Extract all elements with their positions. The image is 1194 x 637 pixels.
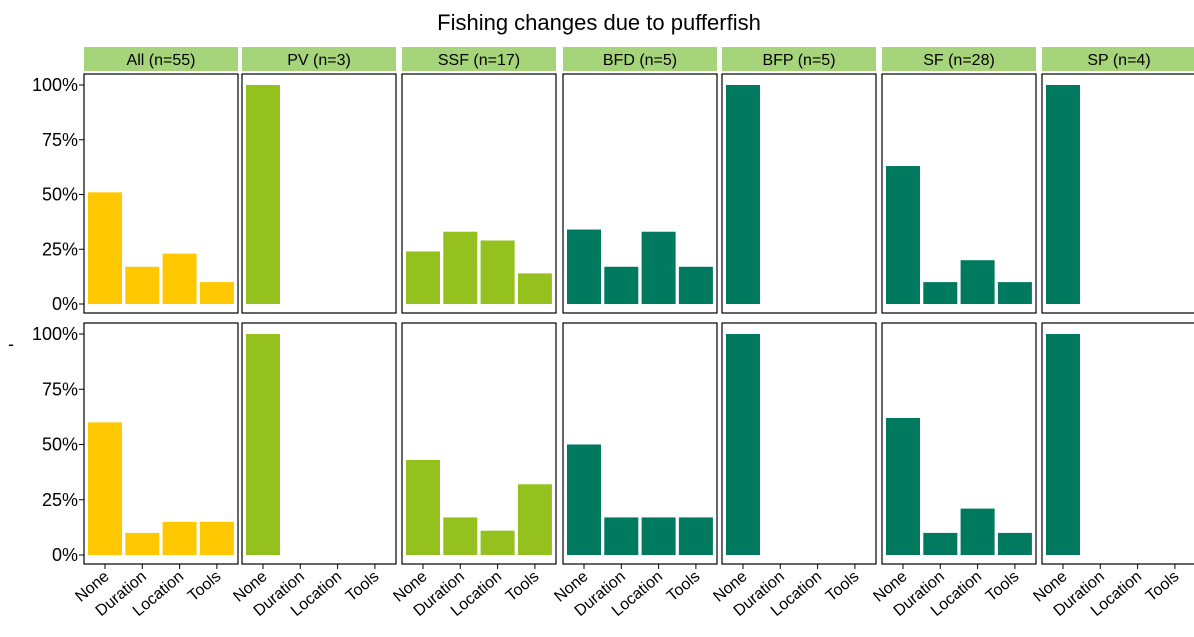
bar (923, 532, 958, 555)
bar (246, 334, 280, 555)
bar (246, 85, 280, 304)
x-tick-label: Tools (983, 568, 1023, 605)
chart-title: Fishing changes due to pufferfish (437, 10, 761, 35)
bar (997, 532, 1032, 555)
bar (997, 282, 1032, 304)
y-tick-label: 25% (42, 239, 78, 259)
facet-label: SSF (n=17) (438, 52, 520, 69)
facet-strip (563, 47, 717, 71)
bar (443, 231, 478, 304)
bar (678, 517, 713, 555)
bar (406, 459, 440, 555)
facet-label: SP (n=4) (1087, 52, 1150, 69)
bar (886, 166, 920, 304)
bar (726, 85, 760, 304)
bar (199, 282, 234, 304)
bar (125, 266, 160, 304)
bar (960, 260, 995, 304)
x-tick-label: Tools (664, 568, 704, 605)
bar (1046, 85, 1080, 304)
bar (641, 517, 676, 555)
y-tick-label: 50% (42, 435, 78, 455)
bar (88, 422, 122, 555)
facet-strip (402, 47, 556, 71)
facet-panels (83, 73, 1194, 565)
bar (923, 282, 958, 304)
bar (443, 517, 478, 555)
bar (960, 508, 995, 555)
bar (88, 192, 122, 304)
bar (604, 266, 639, 304)
y-tick-label: 100% (32, 324, 78, 344)
bar (517, 273, 552, 304)
bar (199, 521, 234, 555)
x-tick-label: Tools (503, 568, 543, 605)
facet-label: BFP (n=5) (762, 52, 835, 69)
bar (162, 253, 197, 304)
facet-strip (1042, 47, 1194, 71)
bar (726, 334, 760, 555)
facet-label: SF (n=28) (923, 52, 995, 69)
facet-strip (882, 47, 1036, 71)
facet-strip (84, 47, 238, 71)
bar (678, 266, 713, 304)
bar (480, 530, 515, 555)
x-tick-label: Tools (343, 568, 383, 605)
y-tick-label: 0% (52, 545, 78, 565)
y-tick-label: 100% (32, 75, 78, 95)
x-tick-label: Tools (823, 568, 863, 605)
bar (567, 229, 601, 304)
bar (604, 517, 639, 555)
facet-strip (242, 47, 396, 71)
y-axis: 0% 25% 50% 75% 100% 0% 25% 50% 75% 100% (32, 75, 84, 565)
bar (406, 251, 440, 304)
bar (162, 521, 197, 555)
bar (125, 532, 160, 555)
facet-label: All (n=55) (127, 52, 196, 69)
bar (480, 240, 515, 304)
bar (517, 484, 552, 555)
bar (886, 417, 920, 555)
facet-label: BFD (n=5) (603, 52, 677, 69)
bar (641, 231, 676, 304)
y-axis-label: - (8, 334, 14, 354)
y-tick-label: 75% (42, 379, 78, 399)
facet-label: PV (n=3) (287, 52, 351, 69)
x-tick-label: Tools (185, 568, 225, 605)
y-tick-label: 25% (42, 490, 78, 510)
y-tick-label: 50% (42, 185, 78, 205)
y-tick-label: 75% (42, 130, 78, 150)
facet-strips: All (n=55) PV (n=3) SSF (n=17) BFD (n=5) BFP… (84, 47, 1194, 71)
y-tick-label: 0% (52, 294, 78, 314)
x-tick-label: Tools (1143, 568, 1183, 605)
bar (567, 444, 601, 555)
bar (1046, 334, 1080, 555)
facet-strip (722, 47, 876, 71)
